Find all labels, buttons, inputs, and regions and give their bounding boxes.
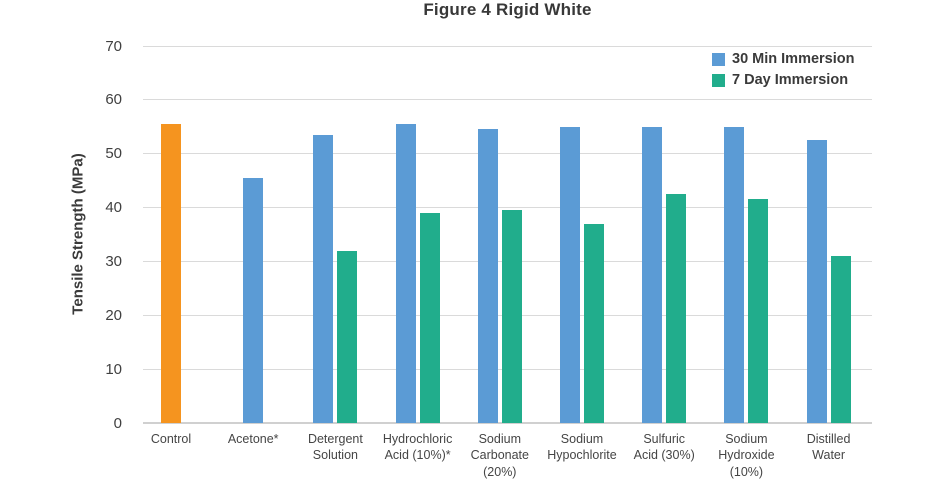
category-label: Distilled Water bbox=[777, 431, 881, 464]
legend-swatch-7day-icon bbox=[712, 73, 725, 87]
category-label: Sodium Hypochlorite bbox=[530, 431, 634, 464]
category-label-line: Sulfuric bbox=[643, 432, 686, 446]
bar-7day-immersion bbox=[337, 250, 358, 423]
y-tick-label: 30 bbox=[105, 252, 122, 270]
legend-label-7day: 7 Day Immersion bbox=[732, 72, 849, 88]
legend-item-7day: 7 Day Immersion bbox=[712, 72, 854, 88]
category-label: Sodium Carbonate (20%) bbox=[448, 431, 552, 480]
category-label-line: Carbonate bbox=[470, 448, 529, 463]
bar-30min-immersion bbox=[642, 126, 663, 423]
y-tick-label: 40 bbox=[105, 199, 122, 217]
bar-30min-immersion bbox=[724, 126, 745, 423]
category-label-line: (10%) bbox=[729, 464, 764, 479]
category-label: Sulfuric Acid (30%) bbox=[612, 431, 716, 464]
gridline bbox=[143, 45, 872, 47]
bar-7day-immersion bbox=[419, 212, 440, 423]
category-label-line: Hypochlorite bbox=[547, 448, 617, 463]
y-tick-label: 20 bbox=[105, 306, 122, 324]
category-label: Control bbox=[119, 431, 223, 447]
bar-30min-immersion bbox=[560, 126, 580, 423]
gridline bbox=[143, 153, 872, 155]
category-label: Hydrochloric Acid (10%)* bbox=[366, 431, 470, 464]
category-label-line: Hydrochloric bbox=[382, 432, 453, 446]
category-label-line: Detergent bbox=[307, 432, 363, 446]
category-label-line: Hydroxide bbox=[718, 448, 775, 463]
chart-title: Figure 4 Rigid White bbox=[423, 0, 592, 19]
y-tick-label: 0 bbox=[113, 414, 122, 432]
category-label-line: Acid (30%) bbox=[633, 448, 695, 463]
gridline bbox=[143, 99, 872, 101]
category-label-line: (20%) bbox=[483, 464, 517, 479]
y-tick-label: 50 bbox=[105, 145, 122, 163]
bar-7day-immersion bbox=[584, 223, 604, 423]
bar-control bbox=[161, 124, 181, 423]
legend-item-30min: 30 Min Immersion bbox=[712, 51, 854, 67]
bar-30min-immersion bbox=[243, 177, 264, 423]
y-tick-label: 10 bbox=[105, 360, 122, 378]
category-label-line: Acid (10%)* bbox=[384, 448, 451, 463]
bar-7day-immersion bbox=[748, 199, 769, 423]
category-label: Acetone* bbox=[201, 431, 305, 447]
category-label-line: Control bbox=[150, 432, 192, 446]
bar-30min-immersion bbox=[806, 140, 827, 423]
category-label-line: Sodium bbox=[725, 432, 768, 446]
y-tick-label: 70 bbox=[105, 37, 122, 55]
legend-swatch-30min-icon bbox=[712, 52, 725, 66]
category-label-line: Distilled bbox=[806, 432, 851, 446]
category-label: Detergent Solution bbox=[283, 431, 387, 464]
bar-30min-immersion bbox=[395, 124, 416, 423]
y-axis-title: Tensile Strength (MPa) bbox=[69, 153, 87, 315]
category-label-line: Acetone* bbox=[227, 432, 279, 446]
bar-7day-immersion bbox=[666, 194, 687, 423]
bar-30min-immersion bbox=[477, 129, 498, 423]
bar-7day-immersion bbox=[830, 256, 851, 423]
category-label-line: Sodium bbox=[560, 432, 604, 446]
x-axis-baseline bbox=[143, 422, 872, 424]
gridline bbox=[143, 207, 872, 209]
y-tick-label: 60 bbox=[105, 91, 122, 109]
category-label: Sodium Hydroxide (10%) bbox=[694, 431, 798, 480]
legend: 30 Min Immersion 7 Day Immersion bbox=[712, 51, 854, 93]
bar-7day-immersion bbox=[501, 210, 522, 423]
category-label-line: Water bbox=[812, 448, 846, 463]
legend-label-30min: 30 Min Immersion bbox=[732, 51, 855, 67]
category-label-line: Solution bbox=[312, 448, 358, 463]
category-label-line: Sodium bbox=[478, 432, 521, 446]
bar-30min-immersion bbox=[313, 134, 334, 423]
